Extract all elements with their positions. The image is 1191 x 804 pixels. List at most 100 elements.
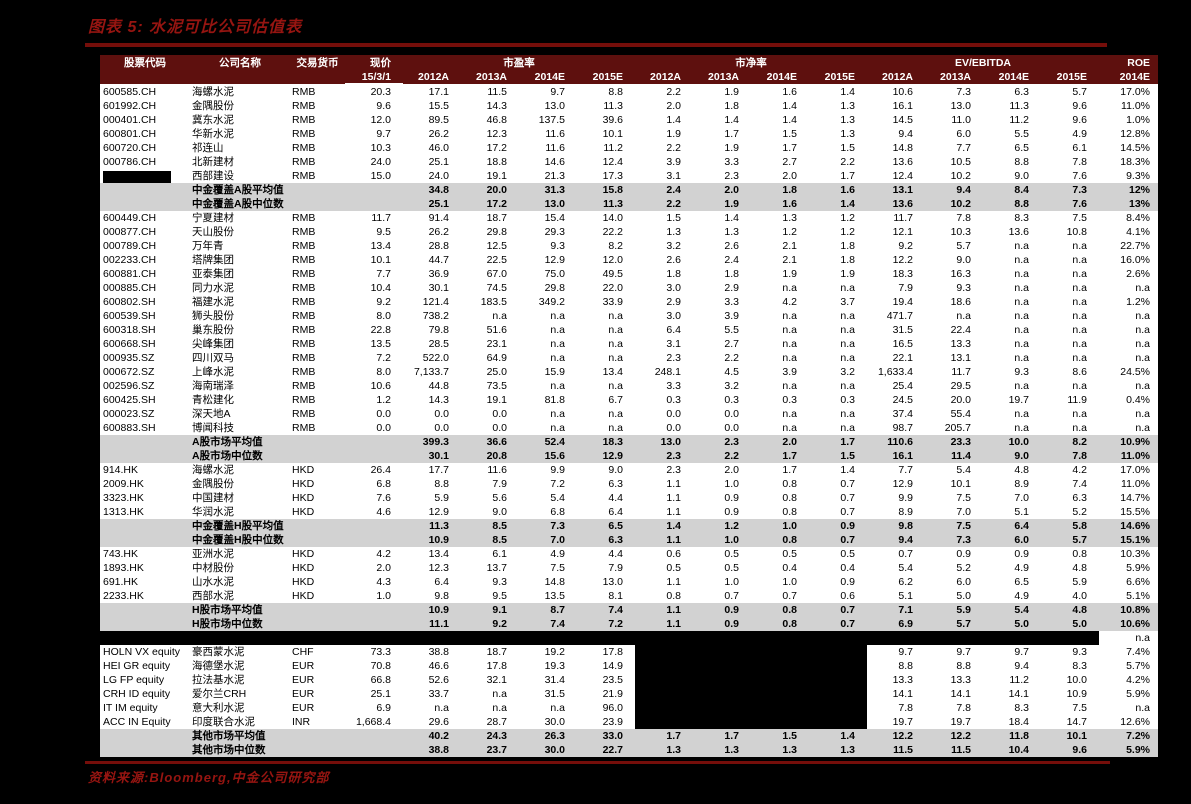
- company-row: 002233.CH 塔牌集团 RMB 10.1 44.7 22.5 12.9 12.0 2.6 2…: [100, 253, 1159, 267]
- metric-value: 7.8: [1041, 449, 1100, 463]
- metric-value: 0.5: [751, 547, 809, 561]
- metric-value: 12.9: [403, 505, 461, 519]
- company-row: 000877.CH 天山股份 RMB 9.5 26.2 29.8 29.3 22.2 1.3 1.…: [100, 225, 1159, 239]
- metric-value: 9.8: [867, 519, 925, 533]
- roe-value: 10.9%: [1099, 435, 1159, 449]
- metric-value: 3.3: [693, 155, 751, 169]
- metric-value: 6.4: [577, 505, 635, 519]
- metric-value: n.a: [983, 379, 1041, 393]
- stock-code: 000935.SZ: [100, 351, 190, 365]
- stock-code: 600881.CH: [100, 267, 190, 281]
- metric-value: 21.9: [577, 687, 635, 701]
- company-row: 600425.SH 青松建化 RMB 1.2 14.3 19.1 81.8 6.7 0.3 0.3…: [100, 393, 1159, 407]
- metric-value: 8.0: [345, 365, 403, 379]
- metric-value: 19.7: [867, 715, 925, 729]
- metric-value: 1.4: [635, 519, 693, 533]
- metric-value: 17.1: [403, 84, 461, 99]
- metric-value: 8.7: [519, 603, 577, 617]
- stock-code: 600318.SH: [100, 323, 190, 337]
- roe-value: n.a: [1099, 337, 1159, 351]
- metric-value: 6.0: [983, 533, 1041, 547]
- stock-code: 600720.CH: [100, 141, 190, 155]
- metric-value: [345, 197, 403, 211]
- currency: EUR: [290, 701, 345, 715]
- metric-value: 7.4: [577, 603, 635, 617]
- roe-value: 15.5%: [1099, 505, 1159, 519]
- metric-value: 1.4: [809, 463, 867, 477]
- metric-value: 5.2: [1041, 505, 1100, 519]
- currency: INR: [290, 715, 345, 729]
- stock-code: 000877.CH: [100, 225, 190, 239]
- metric-value: 66.8: [345, 673, 403, 687]
- metric-value: 6.1: [461, 547, 519, 561]
- metric-value: 11.4: [925, 449, 983, 463]
- metric-value: 0.6: [809, 589, 867, 603]
- col-header-stock-code: 股票代码: [100, 55, 190, 70]
- metric-value: n.a: [983, 239, 1041, 253]
- currency: HKD: [290, 575, 345, 589]
- roe-value: n.a: [1099, 631, 1159, 645]
- stock-code: IT IM equity: [100, 701, 190, 715]
- roe-value: 11.0%: [1099, 99, 1159, 113]
- metric-value: 0.9: [809, 575, 867, 589]
- metric-value: 19.2: [519, 645, 577, 659]
- metric-value: 29.8: [461, 225, 519, 239]
- metric-value: 2.3: [693, 435, 751, 449]
- metric-value: 1.3: [635, 225, 693, 239]
- metric-value: 3.0: [635, 309, 693, 323]
- metric-value: 19.3: [519, 659, 577, 673]
- metric-value: 81.8: [519, 393, 577, 407]
- stock-code: 600449.CH: [100, 211, 190, 225]
- stock-code: 600539.SH: [100, 309, 190, 323]
- metric-value: [635, 645, 693, 659]
- metric-value: 13.3: [867, 673, 925, 687]
- metric-value: n.a: [577, 421, 635, 435]
- header-spacer: [290, 70, 345, 84]
- metric-value: 1.5: [751, 729, 809, 743]
- metric-value: 26.2: [403, 127, 461, 141]
- metric-value: 6.8: [519, 505, 577, 519]
- metric-value: 2.2: [635, 84, 693, 99]
- metric-value: 6.8: [345, 477, 403, 491]
- metric-value: 14.1: [925, 687, 983, 701]
- col-header-roe-year: 2014E: [1099, 70, 1159, 84]
- col-header-currency: 交易货币: [290, 55, 345, 70]
- metric-value: 13.4: [577, 365, 635, 379]
- metric-value: 29.8: [519, 281, 577, 295]
- metric-value: 1.1: [635, 617, 693, 631]
- company-name: 海螺水泥: [190, 463, 290, 477]
- metric-value: 1.2: [751, 225, 809, 239]
- metric-value: 22.5: [461, 253, 519, 267]
- company-name: 福建水泥: [190, 295, 290, 309]
- header-year-row: 15/3/1 2012A 2013A 2014E 2015E 2012A 201…: [100, 70, 1159, 85]
- company-row: 000885.CH 同力水泥 RMB 10.4 30.1 74.5 29.8 22.0 3.0 2…: [100, 281, 1159, 295]
- metric-value: 22.1: [867, 351, 925, 365]
- company-row: 1893.HK 中材股份 HKD 2.0 12.3 13.7 7.5 7.9 0.5 0.5 0.4…: [100, 561, 1159, 575]
- metric-value: 30.1: [403, 281, 461, 295]
- metric-value: 0.4: [809, 561, 867, 575]
- metric-value: 1.3: [809, 743, 867, 757]
- metric-value: n.a: [1041, 281, 1100, 295]
- subtotal-row: H股市场平均值 10.9 9.1 8.7 7.4 1.1 0.9 0.8 0.7 7.1 5.9 5.…: [100, 603, 1159, 617]
- metric-value: n.a: [809, 379, 867, 393]
- subtotal-spacer: [100, 603, 190, 617]
- company-name: 尖峰集团: [190, 337, 290, 351]
- metric-value: 10.2: [925, 197, 983, 211]
- metric-value: 0.7: [809, 505, 867, 519]
- metric-value: 11.9: [1041, 393, 1100, 407]
- metric-value: 3.3: [693, 295, 751, 309]
- metric-value: 17.2: [461, 141, 519, 155]
- metric-value: [635, 659, 693, 673]
- roe-value: 16.0%: [1099, 253, 1159, 267]
- metric-value: 5.4: [867, 561, 925, 575]
- metric-value: 18.8: [461, 155, 519, 169]
- metric-value: 11.6: [461, 463, 519, 477]
- col-header-pe-2015e: 2015E: [577, 70, 635, 84]
- metric-value: 55.4: [925, 407, 983, 421]
- subtotal-spacer: [100, 183, 190, 197]
- metric-value: 19.7: [983, 393, 1041, 407]
- metric-value: 11.6: [519, 127, 577, 141]
- subtotal-spacer: [100, 533, 190, 547]
- metric-value: 9.6: [345, 99, 403, 113]
